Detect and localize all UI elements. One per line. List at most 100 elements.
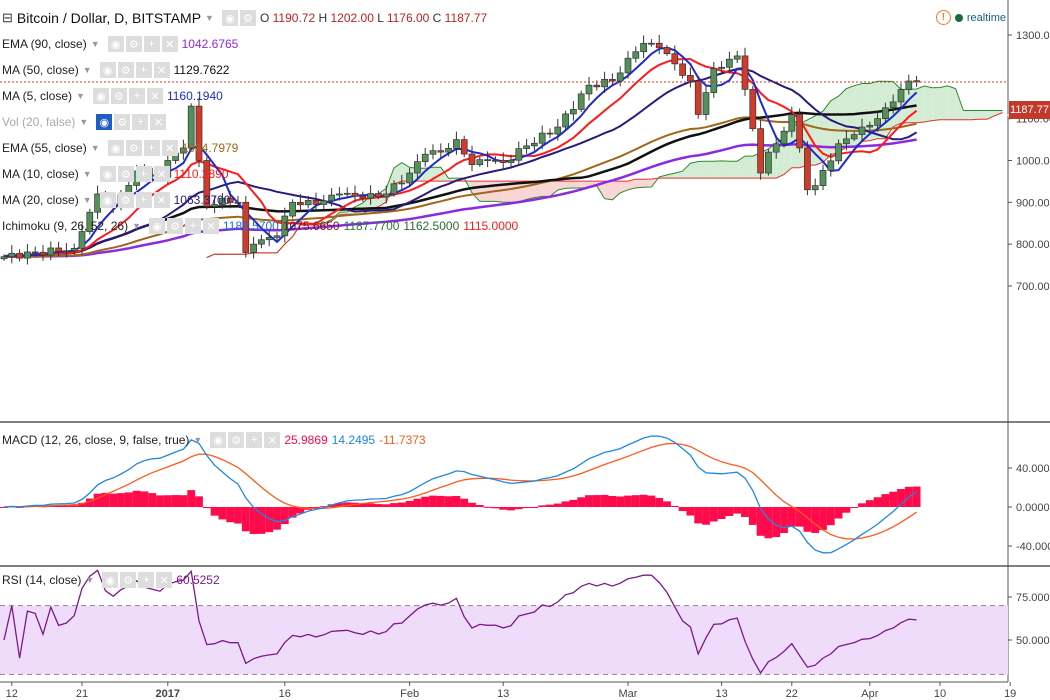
gear-icon[interactable]: ⚙: [239, 10, 256, 26]
chevron-down-icon[interactable]: ▼: [76, 91, 85, 101]
close-icon[interactable]: ✕: [146, 88, 163, 104]
close-icon[interactable]: ✕: [203, 218, 219, 234]
indicator-legend: Ichimoku (9, 26, 52, 26) ▼ ◉ ⚙ + ✕ 1189.5700 10…: [2, 216, 518, 236]
eye-icon[interactable]: ◉: [96, 114, 113, 130]
ichimoku-cloud-segment: [604, 181, 613, 200]
close-icon[interactable]: ✕: [153, 192, 170, 208]
gear-icon[interactable]: ⚙: [228, 432, 245, 448]
close-icon[interactable]: ✕: [153, 166, 170, 182]
indicator-name[interactable]: RSI (14, close): [2, 573, 82, 587]
indicator-name[interactable]: MA (50, close): [2, 63, 79, 77]
close-label: C: [432, 11, 442, 25]
ichimoku-cloud-segment: [698, 161, 706, 179]
collapse-icon[interactable]: ⊟: [2, 10, 13, 25]
indicator-name[interactable]: MA (20, close): [2, 193, 79, 207]
ichimoku-cloud-segment: [729, 161, 738, 179]
add-icon[interactable]: +: [185, 218, 201, 234]
gear-icon[interactable]: ⚙: [125, 36, 142, 52]
rsi-tick-label: 75.0000: [1016, 592, 1050, 604]
candle: [367, 193, 374, 199]
indicator-name[interactable]: EMA (90, close): [2, 37, 87, 51]
chevron-down-icon[interactable]: ▼: [79, 117, 89, 127]
eye-icon[interactable]: ◉: [210, 432, 227, 448]
chevron-down-icon[interactable]: ▼: [132, 221, 141, 231]
eye-icon[interactable]: ◉: [99, 62, 116, 78]
gear-icon[interactable]: ⚙: [117, 62, 134, 78]
chevron-down-icon[interactable]: ▼: [82, 195, 92, 205]
ohlc-readout: O 1190.72 H 1202.00 L 1176.00 C 1187.77: [260, 11, 487, 25]
close-icon[interactable]: ✕: [264, 432, 281, 448]
close-icon[interactable]: ✕: [161, 36, 178, 52]
candle: [577, 93, 585, 110]
chevron-down-icon[interactable]: ▼: [85, 575, 95, 585]
add-icon[interactable]: +: [246, 432, 263, 448]
close-icon[interactable]: ✕: [161, 140, 178, 156]
chevron-down-icon[interactable]: ▼: [90, 39, 100, 49]
indicator-name[interactable]: EMA (55, close): [2, 141, 87, 155]
macd-histogram-bar: [156, 495, 164, 507]
warning-icon[interactable]: !: [935, 10, 951, 25]
chevron-down-icon[interactable]: ▼: [205, 13, 214, 23]
indicator-name[interactable]: MA (10, close): [2, 167, 79, 181]
ichimoku-cloud-segment: [550, 181, 558, 197]
price-tick-label: 800.00: [1016, 239, 1050, 251]
macd-histogram-bar: [491, 507, 500, 509]
ema90-line: [3, 138, 917, 258]
ichimoku-cloud-segment: [721, 160, 730, 179]
eye-icon[interactable]: ◉: [107, 140, 124, 156]
close-icon[interactable]: ✕: [150, 114, 167, 130]
gear-icon[interactable]: ⚙: [120, 572, 137, 588]
add-icon[interactable]: +: [132, 114, 149, 130]
add-icon[interactable]: +: [135, 192, 152, 208]
eye-icon[interactable]: ◉: [102, 572, 119, 588]
close-icon[interactable]: ✕: [153, 62, 170, 78]
add-icon[interactable]: +: [143, 36, 160, 52]
ichimoku-cloud-segment: [612, 181, 621, 200]
close-icon[interactable]: ✕: [156, 572, 173, 588]
eye-icon[interactable]: ◉: [92, 88, 109, 104]
add-icon[interactable]: +: [138, 572, 155, 588]
macd-histogram-bar: [624, 495, 632, 507]
eye-icon[interactable]: ◉: [99, 166, 116, 182]
time-tick-label: 13: [715, 688, 727, 700]
indicator-name[interactable]: Ichimoku (9, 26, 52, 26): [2, 219, 129, 233]
gear-icon[interactable]: ⚙: [117, 166, 134, 182]
gear-icon[interactable]: ⚙: [110, 88, 127, 104]
macd-histogram-bar: [850, 507, 859, 508]
open-value: 1190.72: [272, 11, 316, 25]
macd-histogram-bar: [686, 507, 695, 516]
candle: [219, 197, 226, 205]
candle: [765, 151, 772, 174]
close-value: 1187.77: [444, 11, 488, 25]
chevron-down-icon[interactable]: ▼: [90, 143, 100, 153]
candle: [304, 200, 312, 206]
gear-icon[interactable]: ⚙: [167, 218, 183, 234]
indicator-name[interactable]: MACD (12, 26, close, 9, false, true): [2, 433, 190, 447]
eye-icon[interactable]: ◉: [107, 36, 124, 52]
candle: [47, 247, 55, 256]
eye-icon[interactable]: ◉: [99, 192, 116, 208]
chevron-down-icon[interactable]: ▼: [82, 65, 92, 75]
add-icon[interactable]: +: [128, 88, 145, 104]
eye-icon[interactable]: ◉: [149, 218, 165, 234]
gear-icon[interactable]: ⚙: [114, 114, 131, 130]
candle: [484, 159, 491, 161]
macd-histogram-bar: [452, 495, 461, 507]
indicator-name[interactable]: MA (5, close): [2, 89, 73, 103]
symbol-title[interactable]: Bitcoin / Dollar, D, BITSTAMP: [16, 10, 202, 26]
gear-icon[interactable]: ⚙: [125, 140, 142, 156]
eye-icon[interactable]: ◉: [221, 10, 238, 26]
chevron-down-icon[interactable]: ▼: [193, 435, 203, 445]
ichimoku-cloud-segment: [947, 85, 956, 120]
add-icon[interactable]: +: [135, 62, 152, 78]
indicator-name[interactable]: Vol (20, false): [2, 115, 76, 129]
add-icon[interactable]: +: [143, 140, 160, 156]
add-icon[interactable]: +: [135, 166, 152, 182]
chevron-down-icon[interactable]: ▼: [82, 169, 92, 179]
candle: [445, 148, 452, 153]
candle: [460, 139, 468, 155]
candle: [414, 161, 421, 174]
gear-icon[interactable]: ⚙: [117, 192, 134, 208]
ichimoku-cloud-segment: [557, 181, 566, 191]
